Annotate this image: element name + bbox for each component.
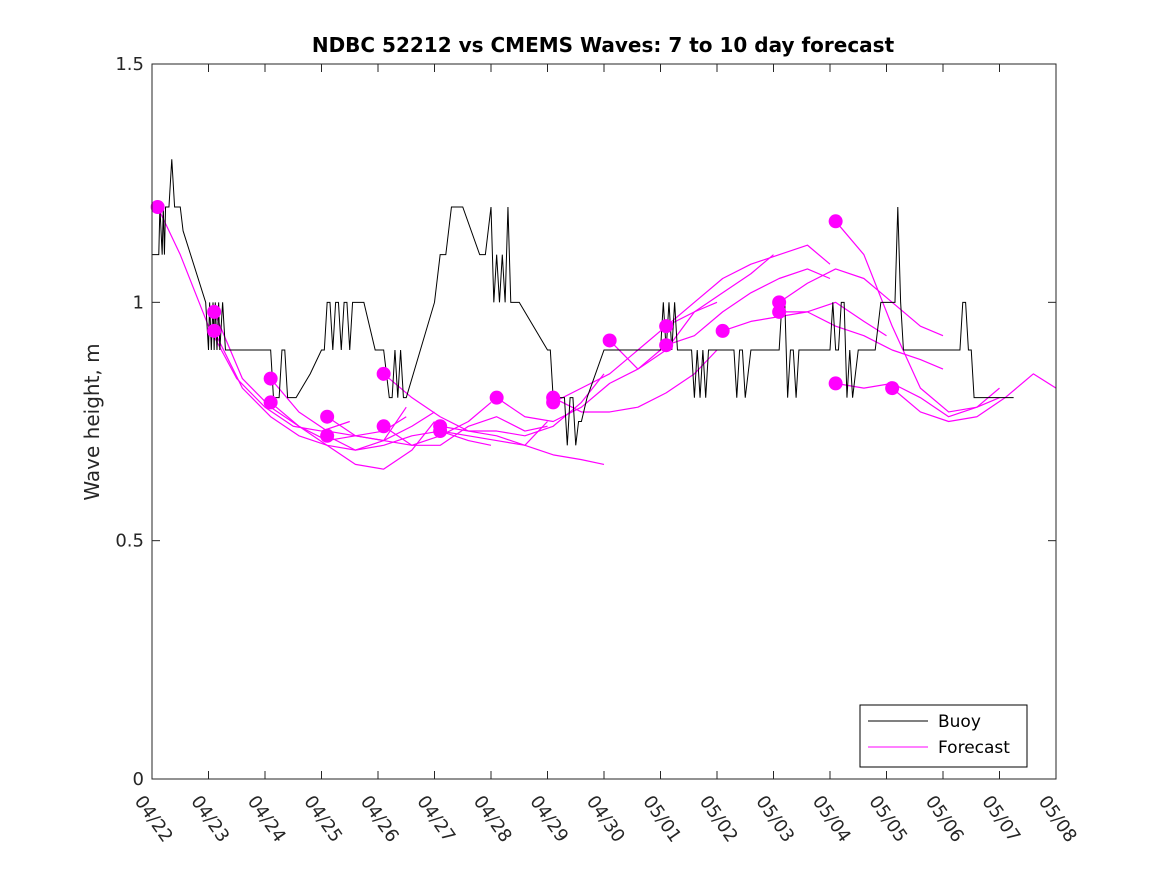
x-tick-label: 04/25 bbox=[299, 792, 346, 847]
forecast-point bbox=[320, 428, 335, 443]
x-tick-label: 05/07 bbox=[977, 792, 1024, 847]
forecast-series-line-20 bbox=[779, 311, 944, 370]
forecast-series-line-5 bbox=[270, 401, 435, 470]
forecast-point bbox=[828, 214, 843, 229]
buoy-series-line bbox=[152, 159, 1014, 446]
forecast-point bbox=[602, 333, 617, 348]
forecast-series-line-9 bbox=[383, 416, 548, 446]
legend-forecast-label: Forecast bbox=[938, 738, 1010, 758]
y-axis-label: Wave height, m bbox=[80, 343, 104, 500]
legend-box bbox=[859, 704, 1028, 768]
forecast-point bbox=[772, 304, 787, 319]
forecast-series-line-10 bbox=[440, 373, 605, 437]
forecast-point bbox=[320, 409, 335, 424]
forecast-series-line-15 bbox=[609, 254, 774, 370]
x-tick-label: 04/29 bbox=[525, 792, 572, 847]
legend: Buoy Forecast bbox=[859, 704, 1028, 768]
plot-background bbox=[152, 64, 1056, 779]
forecast-series-line-13 bbox=[552, 349, 718, 413]
forecast-series-line-7 bbox=[326, 430, 492, 451]
forecast-series-line-22 bbox=[835, 382, 1000, 418]
forecast-point bbox=[263, 371, 278, 386]
forecast-series-line-2 bbox=[213, 330, 407, 451]
legend-buoy-label: Buoy bbox=[938, 712, 981, 732]
y-tick-label: 0.5 bbox=[115, 531, 144, 552]
forecast-series-line-23 bbox=[891, 373, 1057, 423]
forecast-point bbox=[885, 381, 900, 396]
x-tick-label: 04/24 bbox=[243, 792, 290, 847]
forecast-point bbox=[263, 395, 278, 410]
forecast-point bbox=[207, 304, 222, 319]
x-tick-label: 05/02 bbox=[695, 792, 742, 847]
forecast-point bbox=[433, 424, 448, 439]
x-tick-label: 05/03 bbox=[751, 792, 798, 847]
x-tick-label: 04/28 bbox=[469, 792, 516, 847]
chart-title: NDBC 52212 vs CMEMS Waves: 7 to 10 day f… bbox=[312, 33, 895, 57]
forecast-series-line-17 bbox=[665, 268, 831, 346]
forecast-point bbox=[489, 390, 504, 405]
forecast-series-line-19 bbox=[778, 268, 944, 337]
y-tick-label: 1 bbox=[133, 292, 144, 313]
x-tick-label: 05/04 bbox=[808, 792, 855, 847]
forecast-series-line-16 bbox=[665, 244, 831, 327]
x-tick-label: 05/01 bbox=[638, 792, 685, 847]
forecast-point bbox=[828, 376, 843, 391]
y-tick-label: 0 bbox=[133, 769, 144, 790]
forecast-series-line-1 bbox=[157, 206, 350, 432]
x-tick-label: 04/22 bbox=[130, 792, 177, 847]
x-tick-label: 04/23 bbox=[186, 792, 233, 847]
y-tick-label: 1.5 bbox=[115, 54, 144, 75]
forecast-series-line-3 bbox=[213, 311, 407, 442]
x-tick-label: 05/08 bbox=[1034, 792, 1081, 847]
axes-frame bbox=[151, 63, 1057, 780]
x-tick-label: 05/05 bbox=[864, 792, 911, 847]
x-tick-label: 04/26 bbox=[356, 792, 403, 847]
forecast-point bbox=[546, 395, 561, 410]
x-tick-label: 04/30 bbox=[582, 792, 629, 847]
forecast-point bbox=[659, 338, 674, 353]
forecast-series-line-11 bbox=[440, 430, 605, 465]
forecast-point bbox=[376, 419, 391, 434]
forecast-point bbox=[376, 366, 391, 381]
forecast-point bbox=[150, 200, 165, 214]
plot-area: 04/22 04/23 04/24 04/25 04/26 04/27 04/28 04/29… bbox=[115, 54, 1081, 846]
forecast-point bbox=[207, 323, 222, 338]
x-tick-label: 04/27 bbox=[412, 792, 459, 847]
x-tick-label: 05/06 bbox=[921, 792, 968, 847]
forecast-point bbox=[659, 319, 674, 334]
forecast-point bbox=[715, 323, 730, 338]
